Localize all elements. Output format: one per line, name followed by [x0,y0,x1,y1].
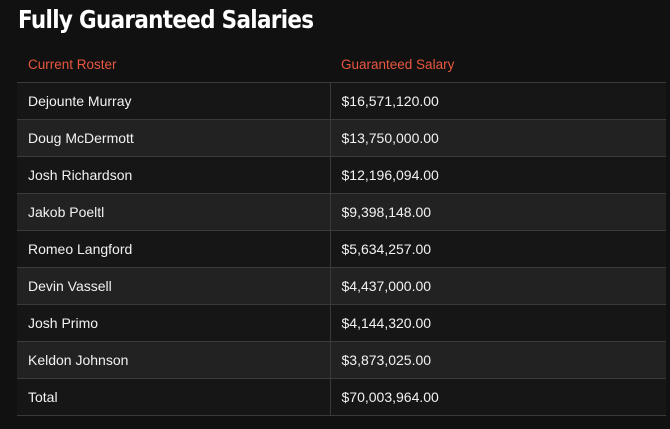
table-row: Josh Primo $4,144,320.00 [17,304,666,342]
column-header-current-roster: Current Roster [17,46,330,83]
salary-table: Current Roster Guaranteed Salary Dejount… [17,46,666,416]
column-header-guaranteed-salary: Guaranteed Salary [330,46,666,83]
table-row: Devin Vassell $4,437,000.00 [17,267,666,305]
total-row: Total $70,003,964.00 [17,378,666,416]
table-row: Josh Richardson $12,196,094.00 [17,156,666,194]
salary-cell: $9,398,148.00 [330,193,666,231]
player-name-cell: Dejounte Murray [17,82,331,120]
player-name-cell: Romeo Langford [17,230,331,268]
player-name-cell: Devin Vassell [17,267,331,305]
player-name-cell: Keldon Johnson [17,341,331,379]
salary-cell: $16,571,120.00 [330,82,666,120]
salary-cell: $3,873,025.00 [330,341,666,379]
table-row: Doug McDermott $13,750,000.00 [17,119,666,157]
salary-cell: $12,196,094.00 [330,156,666,194]
page-title: Fully Guaranteed Salaries [18,5,314,34]
salary-cell: $5,634,257.00 [330,230,666,268]
total-label-cell: Total [17,378,331,416]
table-row: Dejounte Murray $16,571,120.00 [17,82,666,120]
table-row: Keldon Johnson $3,873,025.00 [17,341,666,379]
salary-cell: $13,750,000.00 [330,119,666,157]
player-name-cell: Doug McDermott [17,119,331,157]
table-row: Jakob Poeltl $9,398,148.00 [17,193,666,231]
salary-cell: $4,437,000.00 [330,267,666,305]
total-salary-cell: $70,003,964.00 [330,378,666,416]
table-row: Romeo Langford $5,634,257.00 [17,230,666,268]
player-name-cell: Jakob Poeltl [17,193,331,231]
table-header-row: Current Roster Guaranteed Salary [17,46,666,83]
player-name-cell: Josh Richardson [17,156,331,194]
salary-cell: $4,144,320.00 [330,304,666,342]
player-name-cell: Josh Primo [17,304,331,342]
